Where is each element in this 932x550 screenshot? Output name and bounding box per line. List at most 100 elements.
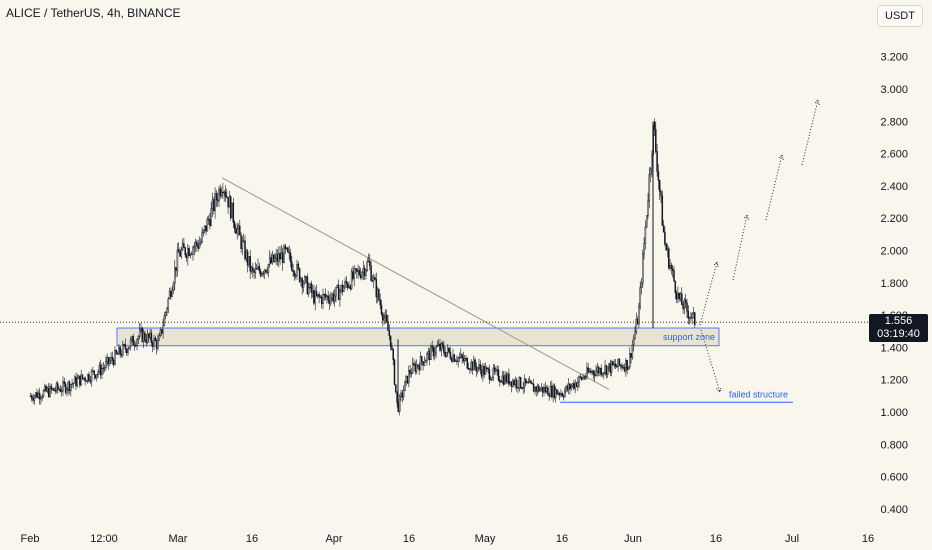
candle-body (157, 339, 159, 349)
candle-body (88, 374, 90, 381)
candle-body (124, 344, 127, 350)
candle-body (610, 361, 613, 373)
candle-body (55, 383, 58, 391)
candle-body (548, 394, 550, 397)
candle-body (68, 381, 71, 392)
candle-body (483, 366, 485, 375)
candle-body (296, 263, 298, 276)
candle-body (573, 383, 575, 389)
candle-body (285, 247, 288, 249)
candle-body (187, 248, 189, 258)
candle-body (98, 364, 101, 373)
candle-body (694, 312, 696, 326)
candle-body (617, 358, 619, 367)
candle-body (146, 333, 149, 343)
candle-body (421, 356, 423, 362)
candle-body (385, 314, 388, 322)
candle-body (487, 367, 489, 370)
candle-body (657, 171, 660, 181)
candle-body (151, 342, 154, 347)
projection-segment (765, 154, 783, 221)
candle-body (297, 263, 300, 269)
candle-body (33, 395, 36, 401)
candle-body (396, 391, 398, 403)
y-tick-label: 1.800 (880, 278, 908, 290)
candle-body (625, 359, 627, 372)
candle-body (609, 363, 612, 373)
candle-body (349, 285, 352, 289)
y-tick-label: 2.000 (880, 246, 908, 258)
candle-body (235, 228, 237, 234)
candle-body (283, 245, 285, 264)
candle-body (553, 385, 556, 398)
projection-segment (700, 329, 721, 393)
candle-body (215, 193, 218, 201)
chart-title: ALICE / TetherUS, 4h, BINANCE (6, 6, 181, 20)
candle-body (76, 378, 79, 387)
currency-unit-button[interactable]: USDT (877, 5, 923, 27)
candle-body (603, 372, 605, 374)
candle-body (344, 280, 346, 288)
candle-body (470, 361, 472, 370)
projection-path[interactable] (699, 99, 820, 393)
price-axis[interactable]: 0.4000.6000.8001.0001.2001.4001.6001.800… (880, 52, 908, 516)
candle-body (93, 370, 95, 376)
candle-body (162, 325, 164, 334)
y-tick-label: 2.200 (880, 213, 908, 225)
candle-body (245, 251, 248, 260)
candle-body (45, 385, 47, 392)
candle-body (210, 208, 212, 226)
candle-body (614, 363, 617, 367)
candle-body (254, 268, 257, 273)
candle-body (653, 121, 656, 130)
candle-body (622, 366, 625, 369)
candle-body (257, 266, 259, 270)
candle-body (497, 369, 500, 381)
support-zone-box[interactable] (116, 327, 720, 347)
candle-body (567, 383, 570, 390)
candle-body (236, 228, 238, 234)
candle-body (482, 366, 484, 377)
candle-body (640, 283, 643, 288)
candle-body (311, 290, 314, 293)
time-axis[interactable]: Feb 12:00 Mar 16 Apr 16 May 16 Jun 16 Jul 16 (21, 533, 875, 545)
candle-body (362, 267, 365, 273)
candle-body (513, 380, 515, 385)
candle-body (132, 336, 134, 346)
candle-body (367, 260, 370, 263)
projection-arrowhead (716, 387, 722, 393)
y-tick-label: 2.600 (880, 149, 908, 161)
candle-body (436, 344, 439, 348)
candle-body (323, 294, 326, 296)
candle-body (358, 269, 361, 275)
candle-body (518, 376, 521, 389)
candle-body (319, 296, 322, 299)
candle-body (105, 361, 107, 368)
candle-body (508, 373, 510, 385)
candle-body (448, 347, 450, 353)
candle-body (322, 294, 324, 304)
candle-body (545, 387, 548, 392)
descending-trendline[interactable] (221, 177, 610, 390)
candle-body (418, 365, 420, 371)
candle-body (398, 395, 401, 412)
current-price-value: 1.556 (884, 315, 913, 327)
candle-body (544, 387, 547, 392)
candle-body (300, 278, 302, 282)
candle-body (119, 346, 121, 355)
candle-body (166, 308, 168, 313)
candle-body (673, 270, 675, 282)
x-tick-label: 16 (246, 533, 258, 545)
candle-body (670, 265, 673, 269)
candle-body (580, 377, 583, 380)
candle-body (434, 352, 436, 357)
candle-body (616, 366, 618, 368)
candle-body (371, 280, 374, 282)
candle-body (348, 285, 350, 288)
candle-body (535, 386, 537, 392)
candle-body (627, 366, 630, 371)
candle-body (522, 387, 524, 389)
candle-body (684, 299, 687, 304)
candle-body (206, 218, 209, 232)
